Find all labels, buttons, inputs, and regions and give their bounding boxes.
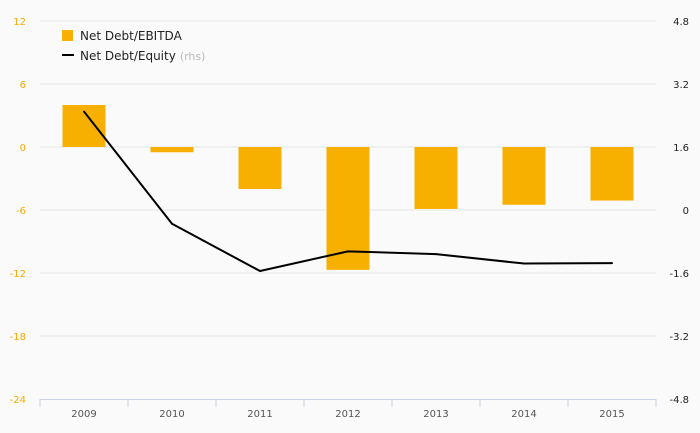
x-axis-tick-label: 2009 xyxy=(71,409,96,420)
left-axis-tick-label: 12 xyxy=(13,17,26,28)
bar-2013 xyxy=(414,147,458,209)
line-point-2014 xyxy=(523,262,525,265)
line-point-2013 xyxy=(435,253,437,256)
right-axis-tick-label: 4.8 xyxy=(673,17,689,28)
svg-text:Net Debt/Equity(rhs): Net Debt/Equity (rhs) xyxy=(80,49,205,63)
line-point-2009 xyxy=(83,110,85,113)
left-axis-tick-label: -6 xyxy=(16,206,26,217)
right-axis-tick-label: 1.6 xyxy=(673,143,689,154)
legend-label-net-debt-equity: Net Debt/Equity xyxy=(80,49,176,63)
legend-label-net-debt-ebitda: Net Debt/EBITDA xyxy=(80,29,183,43)
legend-label-rhs-note: (rhs) xyxy=(180,50,206,63)
line-series-net-debt-equity xyxy=(83,110,613,273)
x-axis-tick-label: 2013 xyxy=(423,409,448,420)
line-point-2010 xyxy=(171,222,173,225)
bar-2010 xyxy=(150,147,194,153)
right-axis-tick-label: 0 xyxy=(683,206,689,217)
x-axis-tick-label: 2015 xyxy=(599,409,624,420)
x-axis-tick-label: 2012 xyxy=(335,409,360,420)
left-axis-tick-label: -24 xyxy=(10,395,26,406)
bar-2014 xyxy=(502,147,546,205)
x-axis-tick-label: 2011 xyxy=(247,409,272,420)
line-point-2012 xyxy=(347,250,349,253)
bar-2012 xyxy=(326,147,370,270)
bar-2015 xyxy=(590,147,634,201)
line-point-2015 xyxy=(611,262,613,265)
left-axis-tick-label: -18 xyxy=(10,332,26,343)
right-axis-tick-label: -3.2 xyxy=(669,332,689,343)
right-axis-tick-label: 3.2 xyxy=(673,80,689,91)
left-axis-tick-label: 0 xyxy=(20,143,26,154)
left-axis-tick-label: -12 xyxy=(10,269,26,280)
right-axis-tick-label: -4.8 xyxy=(669,395,689,406)
legend-swatch-net-debt-ebitda xyxy=(62,30,73,41)
x-axis-tick-label: 2014 xyxy=(511,409,536,420)
axes: 12 6 0 -6 -12 -18 -24 4.8 3.2 1.6 0 -1.6 -3.2 -4.8 200… xyxy=(10,17,689,420)
bar-2011 xyxy=(238,147,282,189)
line-point-2011 xyxy=(259,270,261,273)
x-axis-tick-label: 2010 xyxy=(159,409,184,420)
bar-series-net-debt-ebitda xyxy=(62,105,634,270)
right-axis-tick-label: -1.6 xyxy=(669,269,689,280)
legend: Net Debt/EBITDA Net Debt/Equity (rhs) xyxy=(62,29,205,63)
left-axis-tick-label: 6 xyxy=(20,80,26,91)
